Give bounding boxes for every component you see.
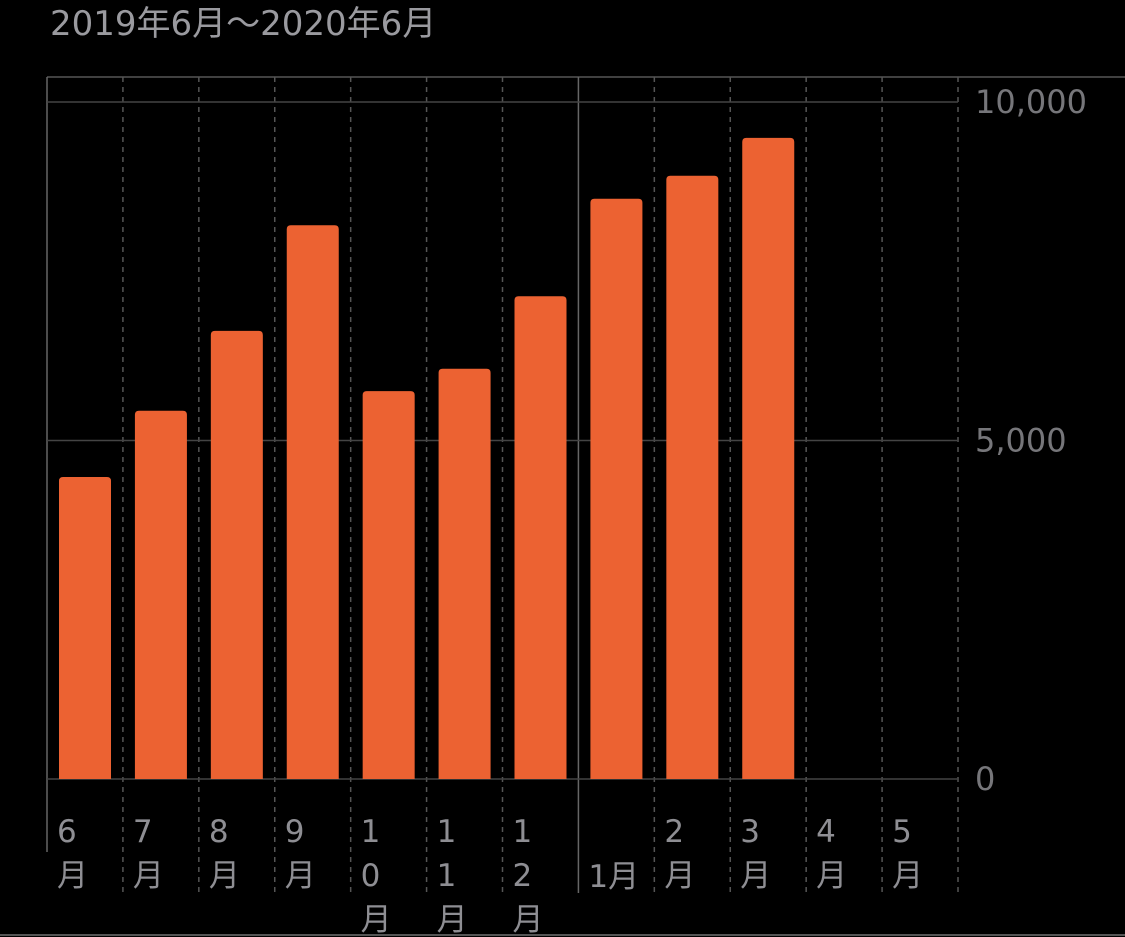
y-tick-label: 10,000 bbox=[975, 83, 1087, 121]
x-tick-label: 5月 bbox=[892, 814, 924, 894]
x-tick-label: 7月 bbox=[132, 814, 164, 894]
x-tick-label: 10月 bbox=[360, 814, 392, 937]
chart-title: 2019年6月〜2020年6月 bbox=[50, 4, 437, 44]
bar bbox=[59, 477, 111, 779]
bar bbox=[210, 330, 263, 779]
x-tick-label: 12月 bbox=[512, 814, 544, 937]
bar bbox=[742, 137, 795, 780]
x-tick-label: 8月 bbox=[208, 814, 240, 894]
x-tick-label: 6月 bbox=[57, 814, 88, 894]
x-tick-label: 2月 bbox=[664, 814, 696, 894]
bar bbox=[438, 368, 491, 779]
bar bbox=[134, 410, 187, 779]
x-tick-label: 3月 bbox=[740, 814, 772, 894]
x-tick-label: 11月 bbox=[436, 814, 468, 937]
bar bbox=[514, 296, 567, 779]
bar bbox=[666, 175, 719, 780]
x-tick-label: 4月 bbox=[816, 814, 848, 894]
bar bbox=[362, 391, 415, 779]
y-tick-label: 5,000 bbox=[975, 422, 1067, 460]
bar bbox=[590, 198, 643, 779]
y-tick-label: 0 bbox=[975, 760, 995, 798]
x-tick-label: 1月 bbox=[588, 859, 640, 895]
bar bbox=[286, 225, 339, 780]
x-tick-label: 9月 bbox=[284, 814, 316, 894]
